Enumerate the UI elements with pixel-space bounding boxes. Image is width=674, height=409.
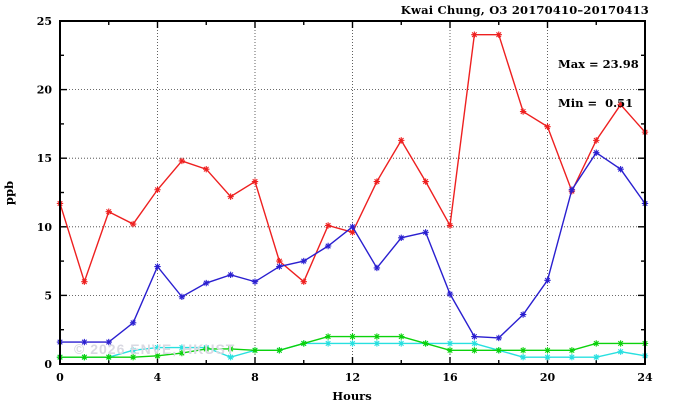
- tick-labels: 0 4 8 12 16 20 24 0 5 10 15 20 25: [37, 15, 653, 384]
- svg-text:25: 25: [37, 15, 52, 28]
- svg-text:0: 0: [44, 358, 52, 371]
- svg-text:4: 4: [154, 371, 162, 384]
- svg-text:0: 0: [56, 371, 64, 384]
- svg-text:12: 12: [345, 371, 360, 384]
- x-axis-label: Hours: [332, 389, 372, 403]
- svg-text:24: 24: [637, 371, 653, 384]
- min-value-label: Min = 0.51: [558, 96, 634, 110]
- grid-lines: [60, 21, 645, 364]
- watermark-text: © 2026 ENVE, HKUST: [74, 341, 236, 357]
- svg-text:20: 20: [540, 371, 556, 384]
- y-axis-label: ppb: [2, 180, 16, 206]
- svg-text:20: 20: [37, 84, 53, 97]
- svg-text:8: 8: [251, 371, 259, 384]
- svg-text:5: 5: [44, 289, 52, 302]
- series-blue-line: [60, 151, 646, 343]
- plot-border: [59, 20, 646, 365]
- chart-title: Kwai Chung, O3 20170410–20170413: [400, 3, 649, 17]
- stats-annotation: Max = 23.98 Min = 0.51: [558, 32, 639, 136]
- svg-text:16: 16: [442, 371, 458, 384]
- svg-text:10: 10: [37, 221, 53, 234]
- max-value-label: Max = 23.98: [558, 57, 639, 71]
- svg-text:15: 15: [37, 152, 52, 165]
